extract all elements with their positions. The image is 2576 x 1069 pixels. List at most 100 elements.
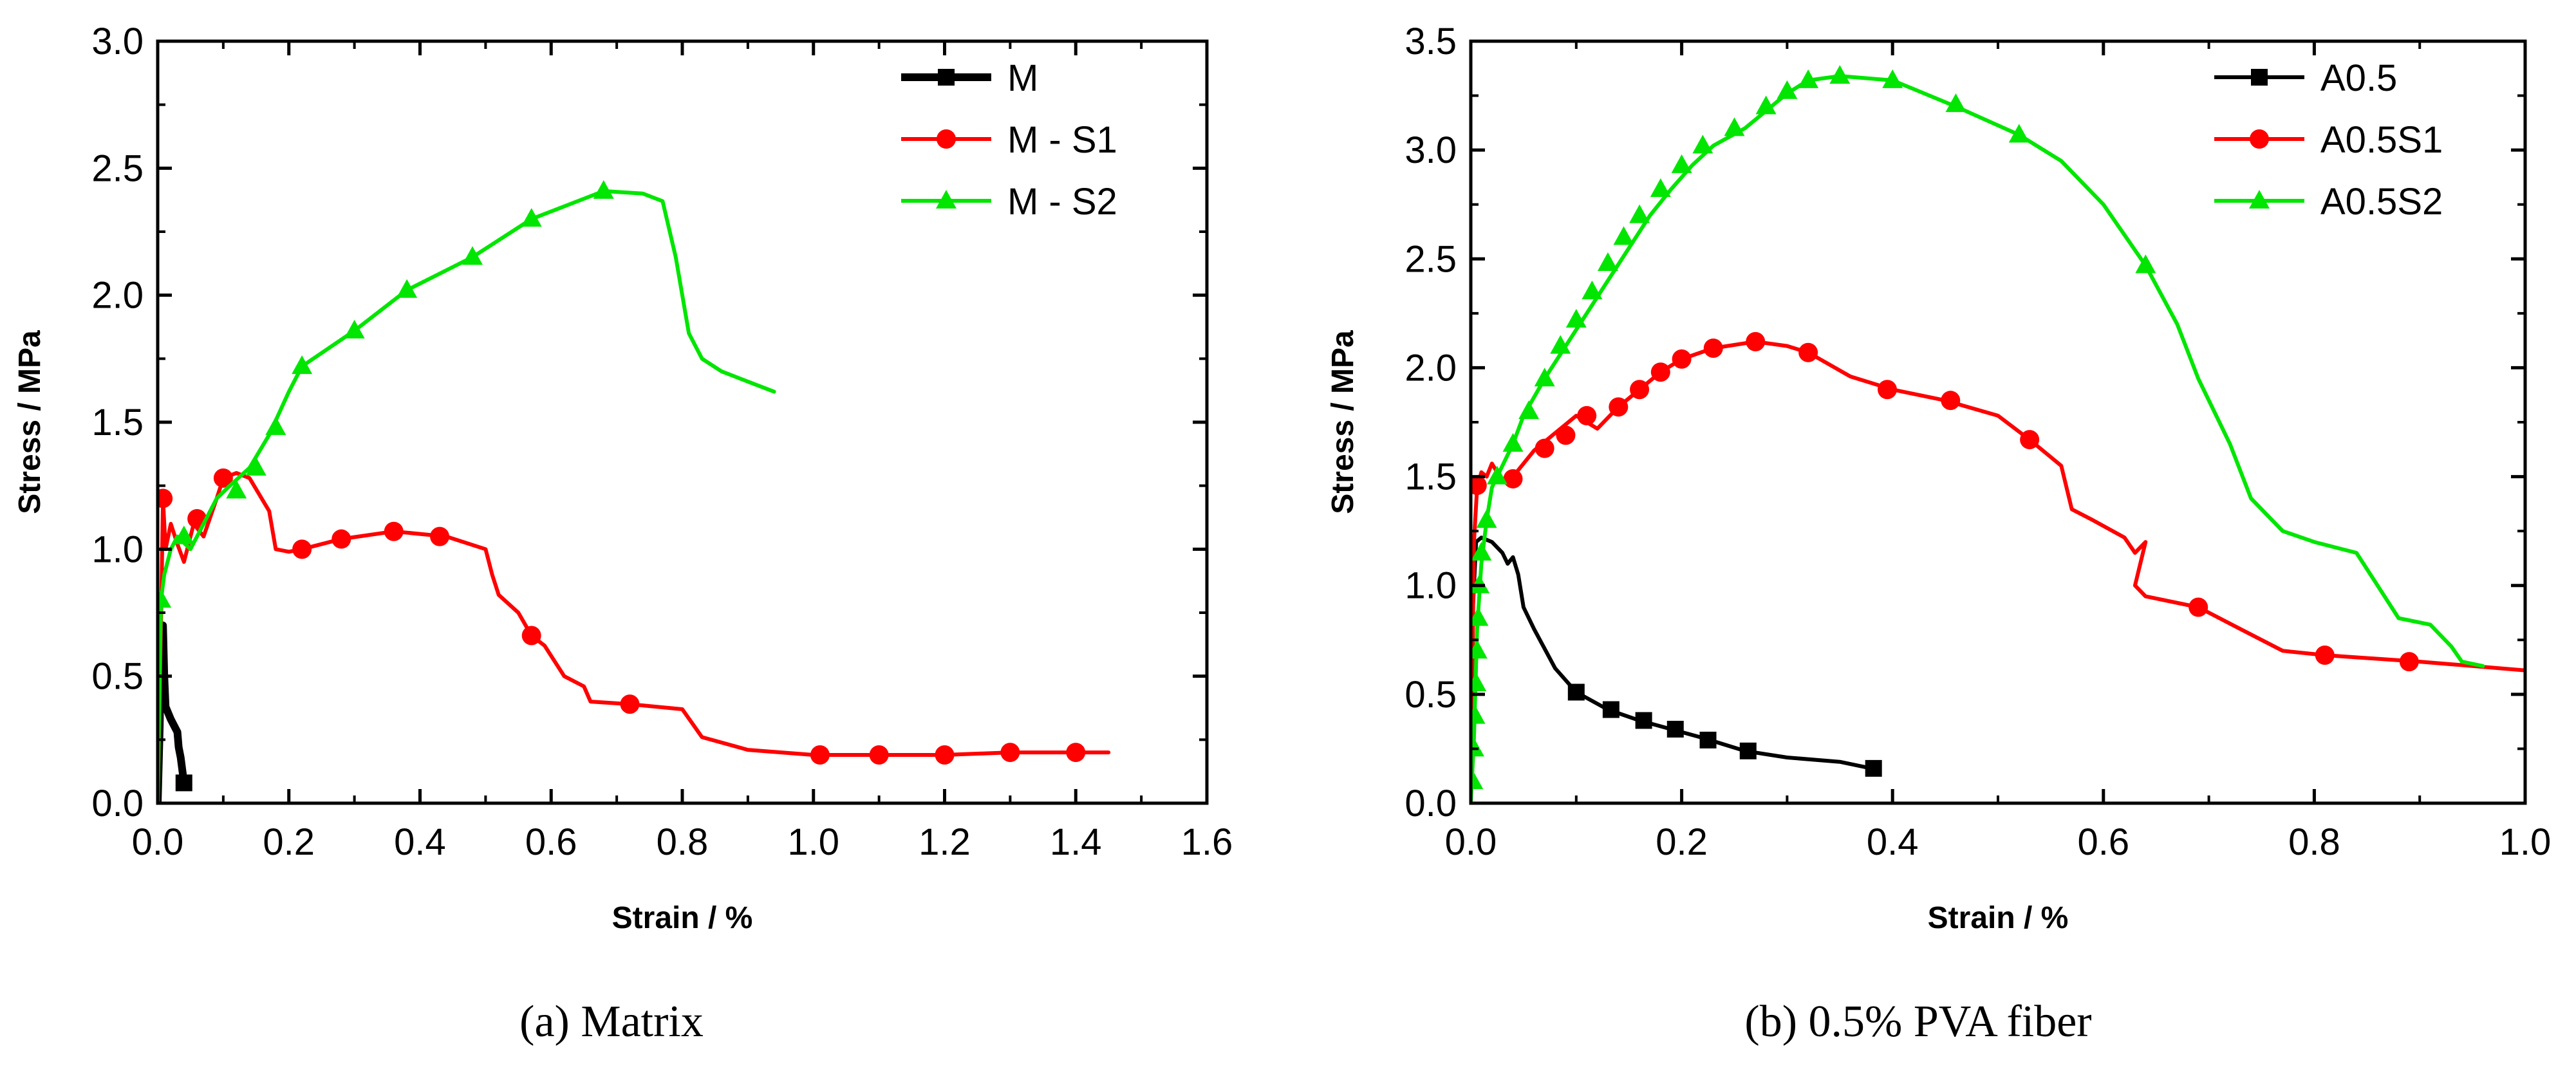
data-point-marker bbox=[2189, 597, 2208, 617]
legend-marker bbox=[2251, 69, 2268, 86]
panel-a-caption: (a) Matrix bbox=[519, 997, 704, 1046]
legend-marker bbox=[937, 129, 956, 149]
panel-a-x-axis-title: Strain / % bbox=[612, 901, 753, 935]
panel-pva-fiber: 0.0 0.2 0.4 0.6 0.8 1.0 0.0 0.5 1.0 1.5 2.0 2.5 3.0 3… bbox=[1326, 21, 2551, 1046]
legend-label: M bbox=[1007, 57, 1038, 99]
data-point-marker bbox=[2315, 645, 2335, 665]
legend-label: A0.5S1 bbox=[2320, 119, 2443, 161]
data-point-marker bbox=[1582, 281, 1603, 300]
data-point-marker bbox=[1476, 509, 1497, 528]
series-line bbox=[158, 470, 1111, 803]
panel-a-plot-layer bbox=[158, 180, 1111, 803]
panel-a-legend: M M - S1 M - S2 bbox=[901, 57, 1117, 223]
x-tick-label: 1.0 bbox=[787, 821, 839, 863]
series-m-s2 bbox=[158, 180, 776, 803]
data-point-marker bbox=[1798, 342, 1818, 362]
data-point-marker bbox=[158, 589, 172, 608]
data-point-marker bbox=[1577, 405, 1597, 425]
data-point-marker bbox=[1724, 117, 1745, 136]
x-tick-label: 0.2 bbox=[1656, 821, 1708, 863]
legend-label: A0.5 bbox=[2320, 57, 2397, 99]
data-point-marker bbox=[1471, 640, 1488, 659]
y-tick-label: 2.5 bbox=[1405, 238, 1457, 280]
y-tick-label: 0.0 bbox=[1405, 783, 1457, 824]
data-point-marker bbox=[245, 457, 266, 476]
data-point-marker bbox=[1502, 432, 1524, 452]
data-point-marker bbox=[1000, 743, 1020, 763]
panel-b-x-axis-title: Strain / % bbox=[1928, 901, 2069, 935]
data-point-marker bbox=[521, 626, 541, 646]
data-point-marker bbox=[1746, 331, 1766, 351]
data-point-marker bbox=[2135, 254, 2156, 274]
panel-b-legend: A0.5 A0.5S1 A0.5S2 bbox=[2214, 57, 2443, 223]
data-point-marker bbox=[1066, 743, 1086, 763]
data-point-marker bbox=[175, 774, 192, 792]
data-point-marker bbox=[1650, 178, 1671, 198]
data-point-marker bbox=[213, 468, 233, 488]
y-tick-label: 3.0 bbox=[1405, 129, 1457, 171]
data-point-marker bbox=[1650, 362, 1670, 382]
series-a0.5s2 bbox=[1471, 65, 2485, 803]
y-tick-label: 0.5 bbox=[1405, 674, 1457, 716]
y-tick-label: 3.5 bbox=[1405, 21, 1457, 62]
data-point-marker bbox=[430, 526, 450, 546]
data-point-marker bbox=[1671, 154, 1692, 173]
legend-marker bbox=[2249, 190, 2270, 209]
y-tick-label: 1.0 bbox=[1405, 565, 1457, 607]
panel-b-ticks: 0.0 0.2 0.4 0.6 0.8 1.0 0.0 0.5 1.0 1.5 2.0 2.5 3.0 3… bbox=[1405, 21, 2551, 863]
data-point-marker bbox=[1471, 607, 1489, 626]
data-point-marker bbox=[1565, 309, 1587, 328]
y-tick-label: 2.0 bbox=[1405, 347, 1457, 389]
x-tick-label: 0.6 bbox=[2077, 821, 2129, 863]
data-point-marker bbox=[265, 416, 286, 435]
data-point-marker bbox=[1829, 65, 1851, 84]
y-tick-label: 1.5 bbox=[91, 402, 144, 443]
data-point-marker bbox=[1597, 252, 1618, 272]
data-point-marker bbox=[173, 525, 194, 544]
data-point-marker bbox=[935, 745, 955, 765]
data-point-marker bbox=[1567, 683, 1585, 701]
panel-matrix: 0.0 0.2 0.4 0.6 0.8 1.0 1.2 1.4 1.6 0.0 0.5 1.0 1.5 2… bbox=[13, 21, 1233, 1046]
data-point-marker bbox=[1471, 541, 1492, 561]
y-tick-label: 0.0 bbox=[91, 783, 144, 824]
x-tick-label: 0.4 bbox=[1867, 821, 1919, 863]
data-point-marker bbox=[521, 208, 542, 227]
data-point-marker bbox=[1535, 438, 1554, 458]
data-point-marker bbox=[1739, 742, 1757, 759]
data-point-marker bbox=[1609, 397, 1629, 417]
data-point-marker bbox=[1878, 380, 1898, 400]
data-point-marker bbox=[1550, 335, 1571, 354]
x-tick-label: 0.2 bbox=[263, 821, 315, 863]
data-point-marker bbox=[1471, 738, 1484, 757]
data-point-marker bbox=[1699, 731, 1717, 748]
data-point-marker bbox=[1672, 349, 1692, 369]
data-point-marker bbox=[2399, 652, 2419, 672]
panel-b-caption: (b) 0.5% PVA fiber bbox=[1744, 997, 2091, 1046]
data-point-marker bbox=[1556, 425, 1576, 445]
legend-marker bbox=[936, 190, 957, 209]
series-a0.5s1 bbox=[1471, 331, 2525, 803]
legend-marker bbox=[2250, 129, 2269, 149]
data-point-marker bbox=[1635, 712, 1652, 729]
data-point-marker bbox=[1882, 69, 1903, 88]
series-m-s1 bbox=[158, 468, 1111, 803]
panel-b-plot-layer bbox=[1471, 65, 2525, 803]
x-tick-label: 1.6 bbox=[1181, 821, 1233, 863]
legend-marker bbox=[938, 69, 955, 86]
data-point-marker bbox=[1666, 720, 1684, 738]
data-point-marker bbox=[1471, 672, 1487, 691]
data-point-marker bbox=[1630, 380, 1650, 400]
data-point-marker bbox=[1865, 759, 1882, 777]
data-point-marker bbox=[292, 355, 313, 375]
x-tick-label: 0.8 bbox=[2288, 821, 2340, 863]
y-tick-label: 3.0 bbox=[91, 21, 144, 62]
x-tick-label: 0.8 bbox=[657, 821, 709, 863]
panel-b-y-axis-title: Stress / MPa bbox=[1326, 330, 1360, 514]
legend-label: M - S2 bbox=[1007, 181, 1117, 223]
data-point-marker bbox=[869, 745, 889, 765]
y-tick-label: 0.5 bbox=[91, 656, 144, 698]
y-tick-label: 2.5 bbox=[91, 147, 144, 189]
y-tick-label: 1.0 bbox=[91, 528, 144, 570]
data-point-marker bbox=[331, 529, 351, 549]
data-point-marker bbox=[593, 180, 614, 199]
